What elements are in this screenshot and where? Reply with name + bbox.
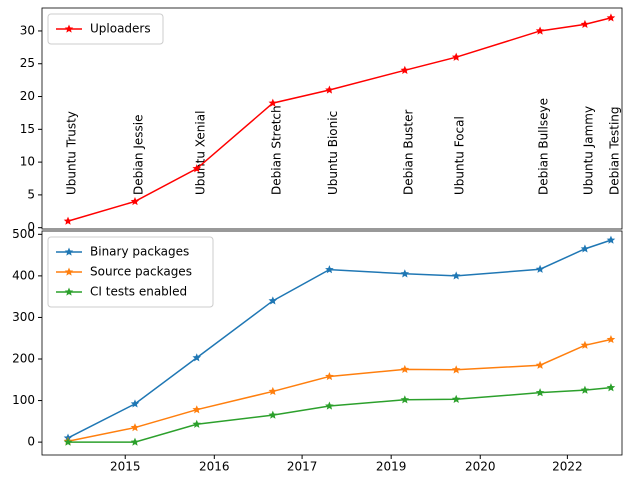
point-marker <box>606 13 616 22</box>
legend-box <box>47 236 214 308</box>
y-tick-label: 5 <box>27 187 35 201</box>
y-tick-label: 15 <box>20 122 35 136</box>
point-marker <box>451 365 461 374</box>
point-marker <box>400 364 410 374</box>
point-marker <box>130 437 140 446</box>
point-marker <box>400 395 410 404</box>
axes-frame <box>41 230 623 456</box>
series-line <box>68 386 612 443</box>
series-line <box>67 338 612 443</box>
point-label: Ubuntu Focal <box>453 116 467 195</box>
point-marker <box>130 423 140 432</box>
y-tick-label: 30 <box>20 23 35 37</box>
point-marker <box>63 216 73 225</box>
x-tick-label: 2022 <box>552 460 583 474</box>
point-marker <box>535 388 545 397</box>
y-tick-label: 500 <box>12 227 35 241</box>
point-marker <box>580 340 590 349</box>
point-marker <box>400 269 410 278</box>
point-marker <box>606 334 616 344</box>
point-marker <box>63 437 73 446</box>
series-line <box>67 17 612 222</box>
point-label: Debian Testing <box>607 106 621 195</box>
point-marker <box>580 244 590 253</box>
y-tick-label: 25 <box>20 56 35 70</box>
y-tick-label: 20 <box>20 89 35 103</box>
x-tick-label: 2015 <box>110 460 141 474</box>
x-tick-label: 2020 <box>465 460 496 474</box>
point-marker <box>192 405 202 414</box>
point-label: Ubuntu Bionic <box>326 111 340 195</box>
point-label: Ubuntu Trusty <box>65 111 79 195</box>
legend-marker <box>64 247 74 256</box>
series-line <box>67 239 612 439</box>
x-tick-label: 2019 <box>376 460 407 474</box>
y-tick-label: 200 <box>12 352 35 366</box>
point-label: Ubuntu Xenial <box>193 111 207 195</box>
x-tick-label: 2017 <box>287 460 318 474</box>
point-marker <box>268 386 278 396</box>
point-marker <box>192 419 202 428</box>
point-label: Debian Stretch <box>269 105 283 195</box>
point-marker <box>268 296 278 305</box>
point-marker <box>268 410 278 419</box>
point-marker <box>130 196 140 206</box>
point-label: Debian Bullseye <box>537 98 551 195</box>
legend-label: Uploaders <box>90 22 151 36</box>
legend-label: Binary packages <box>90 245 189 259</box>
point-marker <box>535 360 545 369</box>
legend-marker <box>64 267 74 276</box>
point-marker <box>325 371 334 381</box>
point-marker <box>580 19 590 29</box>
y-tick-label: 0 <box>27 435 35 449</box>
legend-marker <box>64 24 74 33</box>
point-marker <box>192 353 202 362</box>
point-marker <box>606 235 616 244</box>
point-marker <box>535 264 545 273</box>
y-tick-label: 300 <box>12 310 35 324</box>
point-marker <box>325 401 334 410</box>
point-marker <box>451 52 461 61</box>
point-marker <box>325 265 334 274</box>
y-tick-label: 400 <box>12 268 35 282</box>
point-label: Debian Jessie <box>131 115 145 196</box>
point-marker <box>130 399 140 408</box>
legend-label: Source packages <box>90 265 192 279</box>
legend-box <box>47 13 164 45</box>
axes-frame <box>41 7 623 230</box>
point-marker <box>400 65 410 74</box>
point-marker <box>268 98 278 107</box>
point-marker <box>451 394 461 403</box>
point-marker <box>325 85 334 94</box>
point-label: Debian Buster <box>401 109 415 195</box>
point-marker <box>451 271 461 280</box>
point-marker <box>535 26 545 35</box>
point-label: Ubuntu Jammy <box>581 106 595 195</box>
point-marker <box>192 164 202 173</box>
y-tick-label: 100 <box>12 393 35 407</box>
x-tick-label: 2016 <box>199 460 230 474</box>
y-tick-label: 0 <box>27 220 35 234</box>
point-marker <box>606 383 616 392</box>
legend-label: CI tests enabled <box>90 285 187 299</box>
point-marker <box>580 385 590 394</box>
legend-marker <box>64 287 74 296</box>
y-tick-label: 10 <box>20 155 35 169</box>
